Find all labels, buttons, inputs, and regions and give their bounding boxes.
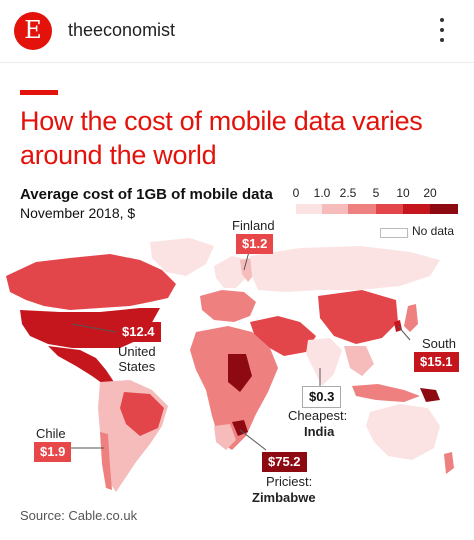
chart-title-line-2: around the world — [20, 140, 217, 170]
avatar-letter: E — [24, 16, 42, 44]
greenland — [150, 238, 214, 276]
color-legend: 0 1.0 2.5 5 10 20 — [282, 186, 462, 226]
more-options-icon[interactable] — [438, 18, 446, 44]
southern-africa — [214, 424, 236, 450]
legend-swatch — [322, 204, 348, 214]
russia — [250, 246, 440, 292]
no-data-swatch — [380, 228, 408, 238]
finland-value: $1.2 — [236, 234, 274, 254]
legend-swatch — [403, 204, 430, 214]
chile-label: Chile — [36, 426, 66, 441]
finland-label: Finland — [232, 218, 275, 233]
india — [306, 338, 342, 386]
western-europe — [200, 290, 256, 322]
united-states-value: $12.4 — [116, 322, 161, 342]
zimbabwe-note: Priciest: — [266, 474, 313, 489]
china — [318, 290, 398, 344]
legend-swatch — [376, 204, 403, 214]
legend-swatch — [430, 204, 458, 214]
chile — [100, 432, 112, 490]
brazil — [120, 392, 164, 436]
southeast-asia — [344, 346, 374, 376]
new-zealand — [444, 452, 454, 474]
korea-leader — [397, 325, 411, 341]
legend-tick: 20 — [423, 186, 437, 200]
no-data-label: No data — [412, 224, 455, 238]
mexico — [48, 346, 114, 386]
india-note: Cheapest: — [288, 408, 348, 423]
zimbabwe — [232, 420, 248, 436]
africa — [190, 326, 278, 450]
zimbabwe-label: Zimbabwe — [252, 490, 316, 505]
chile-value: $1.9 — [34, 442, 72, 462]
legend-swatch — [348, 204, 376, 214]
canada — [6, 254, 176, 310]
south-korea-value: $15.1 — [414, 352, 459, 372]
zimbabwe-leader — [239, 429, 267, 451]
zimbabwe-value: $75.2 — [262, 452, 307, 472]
chart-subtitle: Average cost of 1GB of mobile data — [20, 186, 273, 203]
legend-swatch — [296, 204, 322, 214]
united-states-label-line-2: States — [118, 359, 156, 374]
india-label: India — [304, 424, 335, 439]
central-africa — [228, 354, 252, 392]
legend-tick: 2.5 — [339, 186, 357, 200]
accent-bar — [20, 90, 58, 95]
chart-source: Source: Cable.co.uk — [20, 508, 138, 523]
japan — [404, 304, 418, 332]
legend-tick: 0 — [292, 186, 300, 200]
india-value: $0.3 — [302, 386, 342, 408]
us-leader — [71, 323, 117, 333]
legend-tick: 1.0 — [313, 186, 331, 200]
united-states-label: United States — [118, 344, 156, 374]
australia — [366, 404, 440, 460]
username[interactable]: theeconomist — [68, 20, 176, 40]
world-map — [6, 238, 454, 492]
post-header: E theeconomist — [0, 0, 474, 63]
chart-title: How the cost of mobile data varies aroun… — [20, 104, 460, 172]
chart-date-unit: November 2018, $ — [20, 205, 136, 221]
united-states-label-line-1: United — [118, 344, 156, 359]
indonesia — [352, 384, 420, 402]
chart-title-line-1: How the cost of mobile data varies — [20, 106, 423, 136]
legend-tick: 5 — [372, 186, 380, 200]
legend-tick: 10 — [396, 186, 410, 200]
avatar[interactable]: E — [14, 12, 52, 50]
papua-new-guinea — [420, 388, 440, 402]
